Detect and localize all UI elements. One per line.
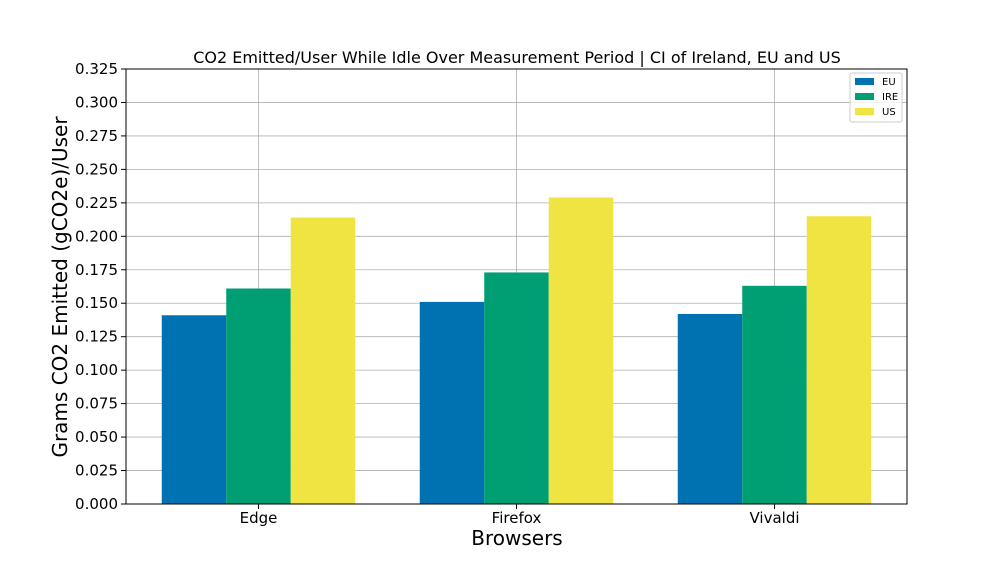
legend: EU IRE US <box>849 72 903 123</box>
legend-swatch-us <box>855 108 874 115</box>
bar-eu-vivaldi <box>677 313 743 504</box>
y-tick-label: 0.025 <box>75 462 118 480</box>
y-tick-label: 0.125 <box>75 328 118 346</box>
legend-swatch-eu <box>855 78 874 85</box>
bar-ire-edge <box>226 288 291 504</box>
x-axis-ticks: Edge Firefox Vivaldi <box>240 504 800 527</box>
y-axis-ticks: 0.000 0.025 0.050 0.075 0.100 0.125 0.150 0.175… <box>75 60 126 513</box>
x-axis-label: Browsers <box>471 526 562 550</box>
legend-swatch-ire <box>855 93 874 100</box>
x-tick-label: Edge <box>240 509 278 527</box>
bar-ire-firefox <box>484 272 549 504</box>
y-tick-label: 0.300 <box>75 93 118 111</box>
legend-items: EU IRE US <box>855 77 898 118</box>
bar-us-edge <box>290 217 356 505</box>
y-tick-label: 0.275 <box>75 127 118 145</box>
y-tick-label: 0.000 <box>75 495 118 513</box>
bar-eu-firefox <box>419 301 485 504</box>
y-tick-label: 0.225 <box>75 194 118 212</box>
y-tick-label: 0.200 <box>75 227 118 245</box>
x-tick-label: Vivaldi <box>749 509 799 527</box>
y-tick-label: 0.250 <box>75 160 118 178</box>
bar-eu-edge <box>161 315 227 504</box>
y-tick-label: 0.050 <box>75 428 118 446</box>
bar-us-firefox <box>548 197 614 504</box>
bars <box>161 197 872 505</box>
y-tick-label: 0.100 <box>75 361 118 379</box>
y-tick-label: 0.075 <box>75 395 118 413</box>
bar-us-vivaldi <box>806 216 872 504</box>
bar-ire-vivaldi <box>742 285 807 504</box>
y-tick-label: 0.325 <box>75 60 118 78</box>
y-tick-label: 0.150 <box>75 294 118 312</box>
legend-label-ire: IRE <box>882 92 898 103</box>
y-tick-label: 0.175 <box>75 261 118 279</box>
legend-label-us: US <box>882 107 896 118</box>
y-axis-label: Grams CO2 Emitted (gCO2e)/User <box>48 116 72 458</box>
x-tick-label: Firefox <box>492 509 542 527</box>
chart-title: CO2 Emitted/User While Idle Over Measure… <box>193 48 841 67</box>
legend-label-eu: EU <box>882 77 896 88</box>
